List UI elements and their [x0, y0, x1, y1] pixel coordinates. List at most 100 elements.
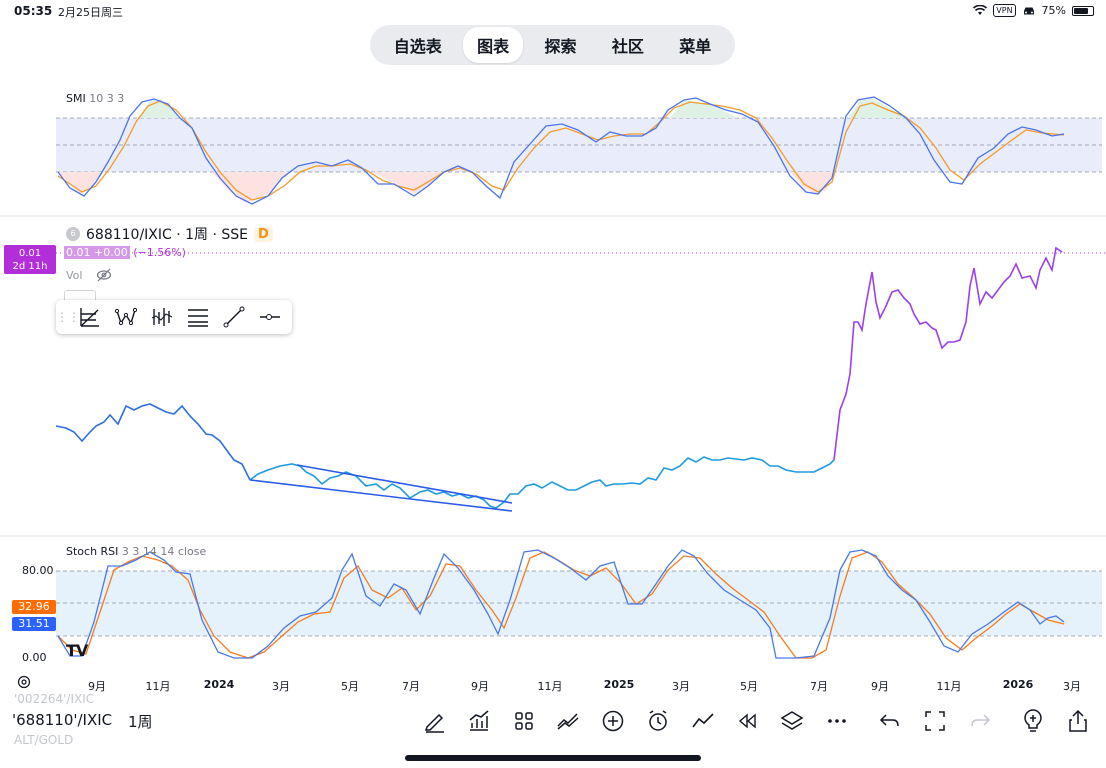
undo-icon[interactable]: [877, 708, 903, 734]
smi-overbought-fill-3: [848, 98, 905, 118]
time-axis-label: 2025: [603, 678, 635, 691]
home-indicator[interactable]: [405, 755, 701, 761]
symbol-info[interactable]: 6 688110/IXIC · 1周 · SSE D: [66, 224, 273, 244]
tab-3[interactable]: 社区: [611, 37, 644, 56]
stoch-label[interactable]: Stoch RSI 3 3 14 14 close: [66, 545, 206, 558]
stoch-name: Stoch RSI: [66, 545, 119, 558]
last-price-value: 0.01: [18, 248, 42, 259]
ohlc-change: (−1.56%): [133, 246, 186, 259]
smi-name: SMI: [66, 92, 86, 105]
alarm-icon[interactable]: [645, 708, 671, 734]
replay-icon[interactable]: [734, 708, 760, 734]
price-line-cyan: [249, 456, 835, 509]
layers-icon[interactable]: [779, 708, 805, 734]
time-axis-label: 5月: [740, 680, 758, 693]
time-axis-label: 11月: [936, 680, 962, 693]
fib-tool-icon[interactable]: [72, 302, 108, 332]
last-price-tag: 0.01 2d 11h: [4, 245, 56, 274]
symbol-logo: 6: [66, 227, 80, 241]
time-axis-label: 3月: [272, 680, 290, 693]
current-symbol[interactable]: '688110'/IXIC: [12, 711, 113, 729]
trend-line-tool-icon[interactable]: [216, 302, 252, 332]
time-axis-label: 11月: [145, 680, 171, 693]
legend-collapse-handle[interactable]: [64, 290, 96, 301]
stoch-band: [56, 571, 1102, 636]
layout-grid-icon[interactable]: [511, 708, 537, 734]
ohlc-readout: 0.01 +0.00 (−1.56%): [64, 246, 186, 259]
volume-legend[interactable]: Vol: [66, 268, 112, 282]
time-axis-label: 2024: [203, 678, 235, 691]
tab-0[interactable]: 自选表: [393, 37, 442, 56]
redo-icon[interactable]: [967, 708, 993, 734]
bar-countdown: 2d 11h: [12, 261, 48, 272]
stoch-k-line: [57, 549, 1065, 659]
time-axis-label: 9月: [471, 680, 489, 693]
smi-label[interactable]: SMI 10 3 3: [66, 92, 124, 105]
smi-params: 10 3 3: [89, 92, 125, 105]
price-line-blue: [55, 403, 251, 481]
tab-4[interactable]: 菜单: [679, 37, 712, 56]
time-axis-label: 9月: [88, 680, 106, 693]
time-axis-label: 7月: [402, 680, 420, 693]
stoch-params: 3 3 14 14 close: [121, 545, 207, 558]
next-symbol[interactable]: ALT/GOLD: [14, 733, 74, 747]
tab-1[interactable]: 图表: [463, 27, 524, 63]
prev-symbol[interactable]: '002264'/IXIC: [14, 692, 95, 706]
car-icon: [1023, 7, 1034, 14]
add-icon[interactable]: [600, 708, 626, 734]
current-interval[interactable]: 1周: [128, 713, 153, 731]
time-axis-label: 2026: [1002, 678, 1034, 691]
stoch-k-tag: 32.96: [12, 600, 56, 614]
share-icon[interactable]: [1065, 708, 1091, 734]
time-axis-label: 9月: [871, 680, 889, 693]
time-axis-label: 5月: [341, 680, 359, 693]
price-line-purple: [833, 246, 1063, 461]
stoch-level-80: 80.00: [22, 564, 54, 577]
time-axis-label: 11月: [537, 680, 563, 693]
pen-icon[interactable]: [422, 708, 448, 734]
stoch-level-0: 0.00: [22, 651, 47, 664]
wifi-icon: [973, 5, 988, 15]
delayed-badge[interactable]: D: [254, 226, 273, 242]
time-axis-label: 7月: [810, 680, 828, 693]
status-indicators: VPN 75%: [973, 4, 1094, 17]
volume-label: Vol: [66, 268, 83, 282]
smi-oversold-fill-2: [212, 172, 290, 203]
stoch-d-tag: 31.51: [12, 617, 56, 631]
tab-2[interactable]: 探索: [544, 37, 577, 56]
drawing-toolbar: ⋮⋮: [56, 300, 292, 334]
tradingview-logo[interactable]: TV: [66, 641, 88, 660]
status-time: 05:35: [14, 4, 53, 18]
smi-signal-line: [57, 100, 1065, 201]
symbol-title: 688110/IXIC · 1周 · SSE: [86, 227, 249, 243]
battery-icon: [1072, 5, 1094, 16]
smi-overbought-fill-2: [670, 100, 738, 118]
gann-tool-icon[interactable]: [180, 302, 216, 332]
fullscreen-icon[interactable]: [922, 708, 948, 734]
eye-off-icon[interactable]: [96, 268, 112, 282]
smi-line: [57, 96, 1065, 205]
status-date: 2月25日周三: [58, 6, 123, 19]
pattern-tool-icon[interactable]: [108, 302, 144, 332]
drag-handle-icon[interactable]: ⋮⋮: [56, 310, 80, 324]
ideas-bulb-icon[interactable]: [1020, 708, 1046, 734]
trendline-upper[interactable]: [296, 464, 513, 504]
trendline-lower[interactable]: [249, 479, 513, 512]
chart-type-line-icon[interactable]: [690, 708, 716, 734]
horizontal-ray-tool-icon[interactable]: [252, 302, 288, 332]
time-axis-label: 3月: [1063, 680, 1081, 693]
chart-canvas[interactable]: [0, 0, 1106, 700]
settings-icon[interactable]: [16, 674, 32, 690]
smi-oversold-fill-3: [372, 172, 442, 194]
compare-icon[interactable]: [555, 708, 581, 734]
smi-oversold-fill-4: [790, 172, 836, 194]
time-axis-label: 3月: [672, 680, 690, 693]
smi-overbought-fill-1: [138, 99, 180, 118]
top-tab-bar: 自选表 图表 探索 社区 菜单: [370, 25, 735, 65]
more-icon[interactable]: [824, 708, 850, 734]
indicators-icon[interactable]: [466, 708, 492, 734]
vpn-badge: VPN: [993, 4, 1016, 17]
elliott-wave-tool-icon[interactable]: [144, 302, 180, 332]
ohlc-values: 0.01 +0.00: [64, 246, 130, 259]
smi-oversold-fill-1: [58, 172, 104, 194]
